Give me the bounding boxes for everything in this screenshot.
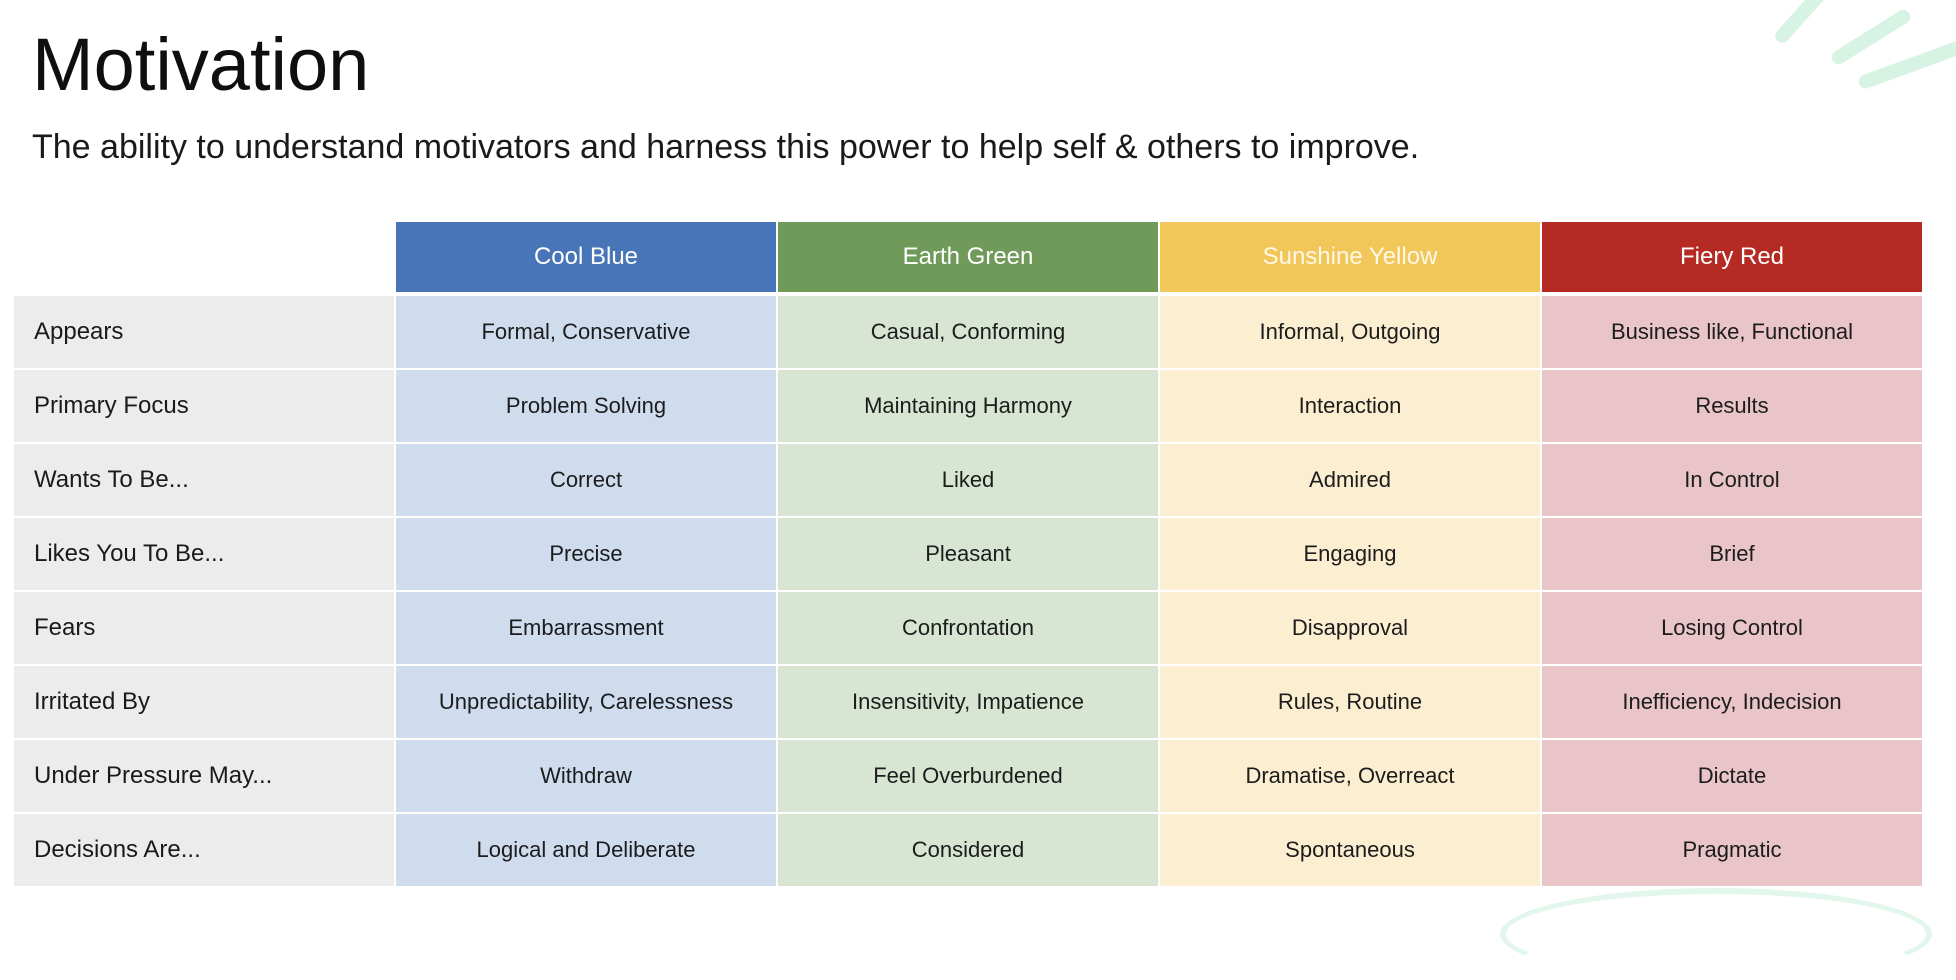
table-cell: Maintaining Harmony bbox=[778, 370, 1158, 442]
decorative-swirl bbox=[1500, 888, 1932, 980]
table-cell: Insensitivity, Impatience bbox=[778, 666, 1158, 738]
page-subtitle: The ability to understand motivators and… bbox=[32, 128, 1420, 166]
row-label: Irritated By bbox=[14, 666, 394, 738]
table-cell: Business like, Functional bbox=[1542, 296, 1922, 368]
decorative-stroke bbox=[1856, 39, 1956, 91]
table-cell: Informal, Outgoing bbox=[1160, 296, 1540, 368]
table-cell: Precise bbox=[396, 518, 776, 590]
table-cell: Interaction bbox=[1160, 370, 1540, 442]
table-cell: Spontaneous bbox=[1160, 814, 1540, 886]
row-label: Likes You To Be... bbox=[14, 518, 394, 590]
table-cell: Liked bbox=[778, 444, 1158, 516]
column-header-fiery-red: Fiery Red bbox=[1542, 222, 1922, 292]
table-cell: Casual, Conforming bbox=[778, 296, 1158, 368]
table-cell: Withdraw bbox=[396, 740, 776, 812]
column-header-sunshine-yellow: Sunshine Yellow bbox=[1160, 222, 1540, 292]
table-cell: Dramatise, Overreact bbox=[1160, 740, 1540, 812]
table-cell: Engaging bbox=[1160, 518, 1540, 590]
table-cell: Problem Solving bbox=[396, 370, 776, 442]
column-header-cool-blue: Cool Blue bbox=[396, 222, 776, 292]
table-cell: Admired bbox=[1160, 444, 1540, 516]
table-cell: Results bbox=[1542, 370, 1922, 442]
table-cell: Confrontation bbox=[778, 592, 1158, 664]
row-label: Under Pressure May... bbox=[14, 740, 394, 812]
table-cell: Brief bbox=[1542, 518, 1922, 590]
table-cell: Pragmatic bbox=[1542, 814, 1922, 886]
table-cell: Dictate bbox=[1542, 740, 1922, 812]
table-cell: Disapproval bbox=[1160, 592, 1540, 664]
table-cell: Formal, Conservative bbox=[396, 296, 776, 368]
table-cell: Unpredictability, Carelessness bbox=[396, 666, 776, 738]
table-cell: Rules, Routine bbox=[1160, 666, 1540, 738]
row-label: Fears bbox=[14, 592, 394, 664]
table-cell: Correct bbox=[396, 444, 776, 516]
table-cell: Considered bbox=[778, 814, 1158, 886]
row-label: Appears bbox=[14, 296, 394, 368]
page-title: Motivation bbox=[32, 23, 370, 106]
table-cell: Embarrassment bbox=[396, 592, 776, 664]
decorative-stroke bbox=[1829, 7, 1913, 67]
motivation-table: Cool Blue Earth Green Sunshine Yellow Fi… bbox=[14, 222, 1922, 886]
row-label: Decisions Are... bbox=[14, 814, 394, 886]
table-cell: Logical and Deliberate bbox=[396, 814, 776, 886]
column-header-earth-green: Earth Green bbox=[778, 222, 1158, 292]
table-cell: Pleasant bbox=[778, 518, 1158, 590]
table-cell: Losing Control bbox=[1542, 592, 1922, 664]
table-corner bbox=[14, 222, 394, 292]
row-label: Primary Focus bbox=[14, 370, 394, 442]
table-cell: Feel Overburdened bbox=[778, 740, 1158, 812]
decorative-stroke bbox=[1772, 0, 1830, 46]
row-label: Wants To Be... bbox=[14, 444, 394, 516]
table-cell: Inefficiency, Indecision bbox=[1542, 666, 1922, 738]
table-cell: In Control bbox=[1542, 444, 1922, 516]
